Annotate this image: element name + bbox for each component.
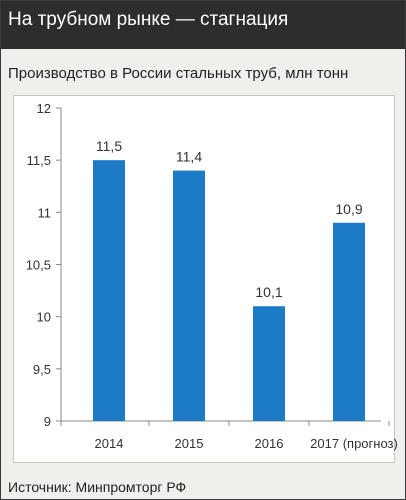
y-tick-label: 9,5 (33, 362, 51, 377)
x-tick-label: 2017 (прогноз) (310, 436, 398, 451)
x-tick-label: 2014 (95, 436, 124, 451)
source-note: Источник: Минпромторг РФ (8, 479, 187, 495)
x-tick-label: 2016 (255, 436, 284, 451)
x-tick-label: 2015 (175, 436, 204, 451)
chart-title: Производство в России стальных труб, млн… (8, 65, 349, 82)
bar (173, 170, 205, 421)
y-tick-label: 12 (37, 101, 51, 116)
y-tick-label: 9 (44, 414, 51, 429)
header-title: На трубном рынке — стагнация (8, 9, 289, 30)
bar (93, 160, 125, 421)
bar (333, 222, 365, 421)
bar-value-label: 10,9 (335, 201, 362, 217)
y-tick-label: 10,5 (26, 258, 51, 273)
y-tick-label: 10 (37, 310, 51, 325)
header-bar: На трубном рынке — стагнация (1, 1, 405, 49)
bar-chart: 9 9,5 10 10,5 11 11,5 12 11,5 2014 11,4 2015 10,1 20… (26, 101, 398, 451)
bar-value-label: 10,1 (255, 284, 282, 300)
bar-value-label: 11,4 (176, 149, 202, 165)
y-tick-label: 11 (38, 205, 52, 220)
bar-value-label: 11,5 (96, 138, 122, 154)
y-tick-label: 11,5 (27, 153, 51, 168)
bar (253, 306, 285, 421)
